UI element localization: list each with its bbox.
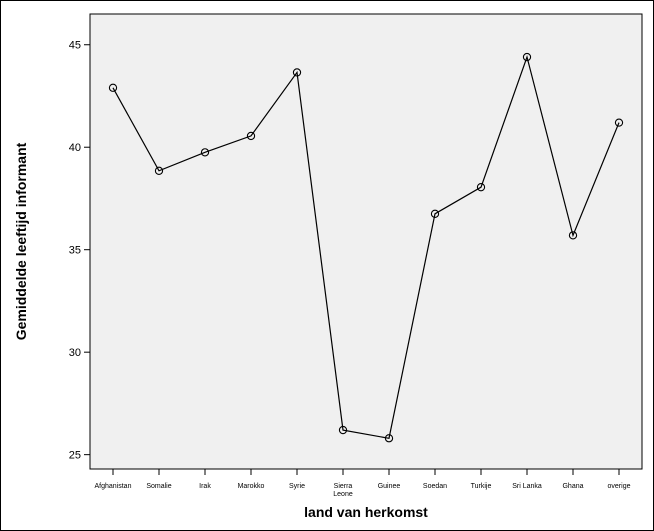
data-markers [108,52,624,443]
x-tick-label: Afghanistan [95,483,132,490]
y-tick-label: 40 [69,142,81,154]
x-tick-label: Ghana [562,483,583,490]
x-tick-label: Guinee [378,483,401,490]
y-axis-title: Gemiddelde leeftijd informant [13,142,29,340]
x-tick-label: Somalie [146,483,171,490]
data-point [384,434,394,443]
y-tick-label: 25 [69,450,81,462]
data-point [108,83,118,92]
x-tick-label: overige [608,483,631,490]
y-tick-label: 35 [69,245,81,257]
y-tick-label: 45 [69,40,81,52]
x-tick-label: Syrie [289,483,305,490]
data-point [154,166,164,175]
x-tick-label: Sierra Leone [333,483,353,498]
x-tick-label: Sri Lanka [512,483,542,490]
x-tick-label: Soedan [423,483,447,490]
y-axis: 25 30 35 40 45 [69,40,90,462]
data-point [246,131,256,141]
plot-area [89,13,643,470]
x-tick-label: Marokko [238,483,265,490]
data-point [476,183,486,192]
y-tick-label: 30 [69,347,81,359]
x-tick-label: Turkije [471,483,492,490]
data-point [200,148,210,157]
data-point [522,52,532,62]
x-axis-title: land van herkomst [304,504,428,520]
data-point [568,231,578,240]
series-line [112,54,620,439]
data-point [292,68,302,77]
x-axis: Afghanistan Somalie Irak Marokko Syrie Sierra… [95,469,631,498]
data-point [430,209,440,218]
data-point [338,425,348,435]
data-point [614,118,624,127]
x-tick-label: Irak [199,483,211,490]
